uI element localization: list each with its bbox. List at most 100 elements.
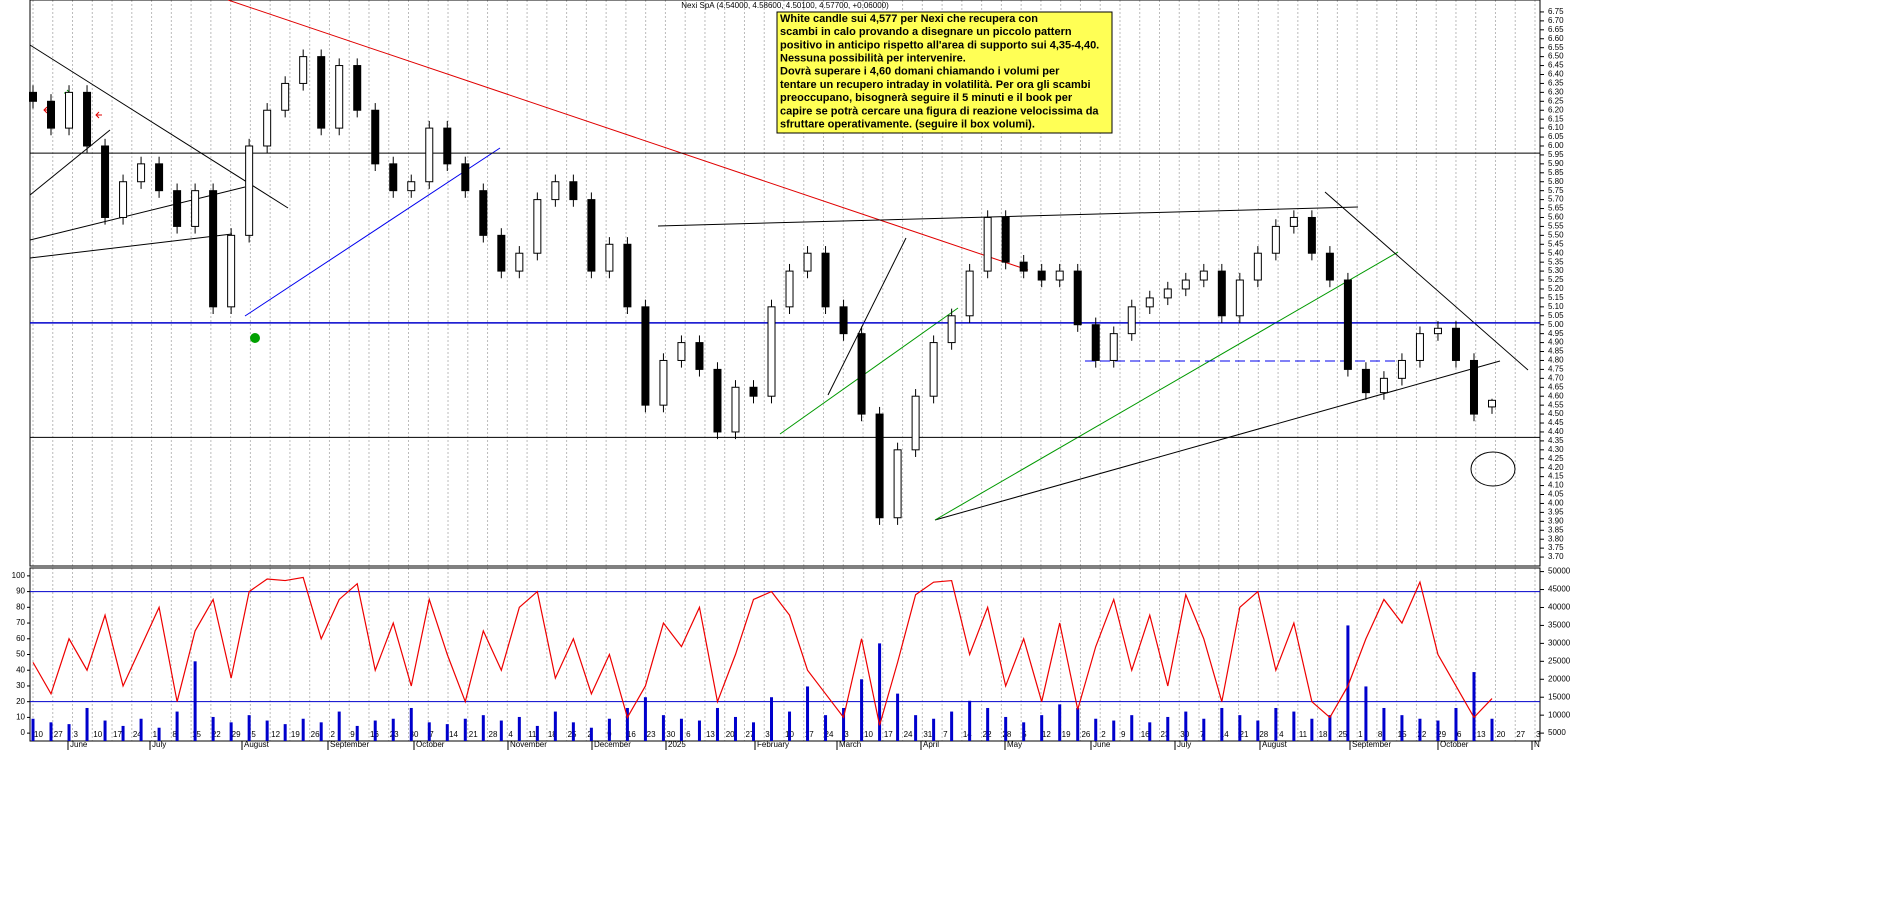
candle-body (281, 82, 290, 111)
candle-body (65, 91, 74, 129)
y-tick-label: 4.00 (1548, 499, 1564, 508)
y-tick-label: 5.90 (1548, 159, 1564, 168)
candle-body (1488, 399, 1496, 408)
volume-bar (1094, 718, 1098, 741)
y-tick-label: 70 (16, 618, 25, 627)
y-tick-label: 5.00 (1548, 320, 1564, 329)
volume-bar (643, 697, 647, 741)
volume-bar (247, 715, 251, 741)
candle-body (731, 386, 740, 433)
y-tick-label: 6.40 (1548, 70, 1564, 79)
y2-tick-label: 25000 (1548, 656, 1571, 665)
x-tick-label: 10 (34, 730, 43, 739)
y2-tick-label: 45000 (1548, 585, 1571, 594)
candle-body (407, 181, 416, 192)
candle-body (83, 91, 92, 147)
y-tick-label: 5.45 (1548, 239, 1564, 248)
candle-body (29, 91, 37, 102)
x-tick-label: 3 (844, 730, 849, 739)
candle-body (1451, 327, 1460, 361)
y-tick-label: 10 (16, 713, 25, 722)
x-tick-label: 17 (805, 730, 814, 739)
volume-bar (193, 661, 197, 741)
volume-bar (211, 716, 215, 741)
x-tick-label: 17 (884, 730, 893, 739)
volume-bar (139, 718, 143, 741)
y-tick-label: 6.55 (1548, 43, 1564, 52)
x-tick-label: 12 (1042, 730, 1051, 739)
candle-body (479, 190, 488, 236)
y-tick-label: 5.60 (1548, 213, 1564, 222)
annotation-line: scambi in calo provando a disegnare un p… (780, 26, 1072, 38)
x-month-label: July (152, 740, 166, 749)
volume-bar (950, 711, 954, 741)
volume-bar (409, 707, 413, 741)
candle-body (389, 163, 398, 192)
candle-body (1109, 333, 1118, 361)
candle-body (227, 234, 236, 308)
x-tick-label: 27 (54, 730, 63, 739)
volume-bar (1148, 722, 1152, 741)
candle-body (713, 368, 722, 433)
candle-body (155, 163, 164, 192)
x-tick-label: 25 (1338, 730, 1347, 739)
x-tick-label: 11 (1299, 730, 1308, 739)
x-month-label: August (1262, 740, 1288, 749)
x-tick-label: 22 (212, 730, 221, 739)
x-tick-label: 12 (271, 730, 280, 739)
y-tick-label: 4.20 (1548, 463, 1564, 472)
x-month-label: N (1534, 740, 1540, 749)
volume-bar (121, 725, 125, 741)
trendlines (29, 0, 1529, 521)
volume-bar (986, 707, 990, 741)
volume-bar (427, 722, 431, 741)
y-tick-label: 4.80 (1548, 356, 1564, 365)
y-tick-label: 4.90 (1548, 338, 1564, 347)
y-tick-label: 6.10 (1548, 123, 1564, 132)
y-tick-label: 80 (16, 602, 25, 611)
y-tick-label: 6.00 (1548, 141, 1564, 150)
y-tick-label: 4.30 (1548, 445, 1564, 454)
candle-body (947, 315, 956, 344)
candle-body (659, 359, 668, 406)
oscillator-line (32, 576, 1493, 726)
volume-bar (499, 720, 503, 741)
x-month-label: April (923, 740, 939, 749)
annotation-line: sfruttare operativamente. (seguire il bo… (780, 119, 1035, 131)
y-tick-label: 4.10 (1548, 481, 1564, 490)
x-tick-label: 6 (686, 730, 691, 739)
candle-body (911, 395, 920, 451)
candle-body (1253, 252, 1262, 281)
chart-title: Nexi SpA (4.54000, 4.58600, 4.50100, 4.5… (681, 1, 889, 10)
candle-body (1073, 270, 1082, 326)
volume-bar (391, 718, 395, 741)
x-month-label: September (330, 740, 369, 749)
trendline (934, 360, 1501, 521)
candle-body (1163, 288, 1172, 299)
candle-body (101, 145, 110, 218)
candle-body (1415, 333, 1424, 361)
candle-body (263, 109, 272, 147)
candle-body (1001, 216, 1010, 263)
volume-bar (1382, 707, 1386, 741)
y-tick-label: 5.50 (1548, 230, 1564, 239)
x-month-label: October (416, 740, 445, 749)
y-tick-label: 4.60 (1548, 391, 1564, 400)
y-tick-label: 6.05 (1548, 132, 1564, 141)
y-tick-label: 4.05 (1548, 490, 1564, 499)
x-tick-label: 4 (508, 730, 513, 739)
y-tick-label: 5.40 (1548, 248, 1564, 257)
y-tick-label: 4.65 (1548, 382, 1564, 391)
y-tick-label: 4.35 (1548, 436, 1564, 445)
y2-tick-label: 10000 (1548, 710, 1571, 719)
y-tick-label: 5.80 (1548, 177, 1564, 186)
y-tick-label: 6.20 (1548, 105, 1564, 114)
volume-bar (1184, 711, 1188, 741)
y-tick-label: 3.70 (1548, 552, 1564, 561)
x-tick-label: 29 (1437, 730, 1446, 739)
y-tick-label: 6.30 (1548, 87, 1564, 96)
candle-body (497, 234, 506, 272)
x-tick-label: 16 (627, 730, 636, 739)
volume-bar (481, 715, 485, 741)
